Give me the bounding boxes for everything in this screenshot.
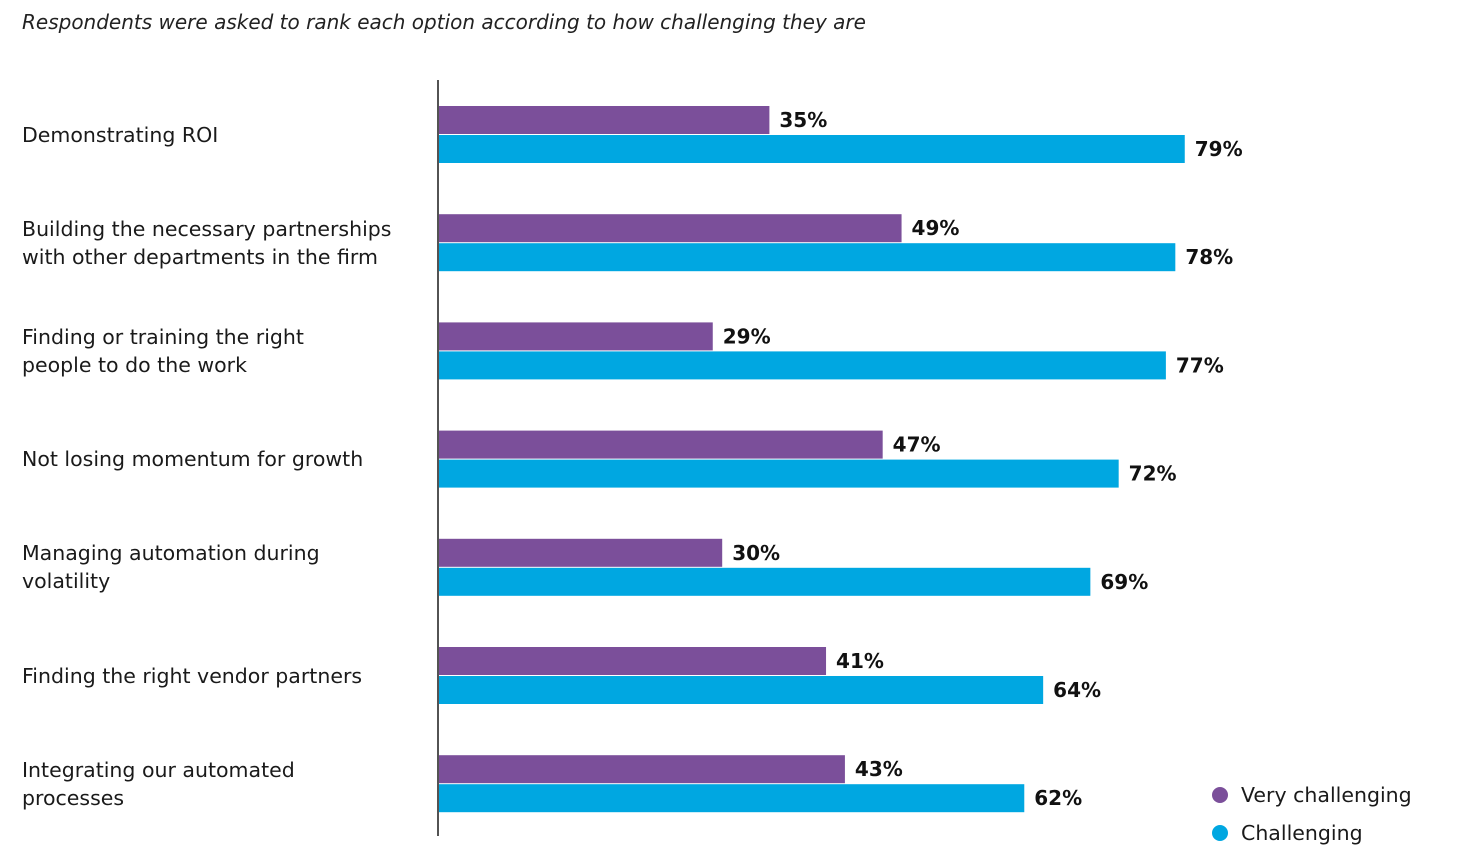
data-label: 47% bbox=[893, 433, 941, 457]
bar-challenging bbox=[439, 784, 1025, 813]
category-label: Demonstrating ROI bbox=[22, 121, 422, 149]
legend-label-very-challenging: Very challenging bbox=[1241, 783, 1412, 807]
data-label: 64% bbox=[1053, 678, 1101, 702]
data-label: 69% bbox=[1100, 570, 1148, 594]
data-label: 72% bbox=[1129, 462, 1177, 486]
category-label-line: with other departments in the firm bbox=[22, 244, 378, 269]
category-label: Managing automation during volatility bbox=[22, 539, 422, 595]
bar-challenging bbox=[439, 243, 1176, 272]
bar-very-challenging bbox=[439, 430, 883, 459]
category-label: Finding the right vendor partners bbox=[22, 662, 422, 690]
bar-challenging bbox=[439, 135, 1185, 163]
bar-very-challenging bbox=[439, 106, 770, 134]
legend-item-very-challenging: Very challenging bbox=[1212, 776, 1412, 814]
bar-challenging bbox=[439, 351, 1166, 380]
category-label-line: Managing automation during bbox=[22, 541, 320, 566]
bar-challenging bbox=[439, 459, 1119, 488]
bar-challenging bbox=[439, 567, 1091, 596]
category-label: Building the necessary partnerships with … bbox=[22, 215, 422, 271]
bar-group: 35% 79% 49% 78% 29% 77% 47% 72% 30% 69% 41% 64% 43% 6… bbox=[439, 106, 1243, 813]
bar-very-challenging bbox=[439, 214, 902, 243]
data-label: 41% bbox=[836, 649, 884, 673]
legend-swatch-challenging bbox=[1212, 825, 1228, 841]
category-label-line: volatility bbox=[22, 569, 111, 594]
category-label-line: Integrating our automated bbox=[22, 757, 295, 782]
data-label: 43% bbox=[855, 757, 903, 781]
bar-very-challenging bbox=[439, 322, 713, 351]
category-label: Finding or training the right people to d… bbox=[22, 323, 422, 379]
data-label: 79% bbox=[1195, 137, 1243, 161]
legend-item-challenging: Challenging bbox=[1212, 814, 1412, 852]
data-label: 49% bbox=[912, 216, 960, 240]
data-label: 35% bbox=[779, 108, 827, 132]
data-label: 30% bbox=[732, 541, 780, 565]
data-label: 62% bbox=[1034, 786, 1082, 810]
legend-swatch-very-challenging bbox=[1212, 787, 1228, 803]
legend: Very challenging Challenging bbox=[1212, 776, 1412, 852]
category-label-line: Building the necessary partnerships bbox=[22, 216, 392, 241]
bar-challenging bbox=[439, 676, 1044, 704]
data-label: 29% bbox=[723, 324, 771, 348]
category-label-line: people to do the work bbox=[22, 352, 247, 377]
bar-very-challenging bbox=[439, 538, 723, 567]
data-label: 77% bbox=[1176, 353, 1224, 377]
category-label-line: processes bbox=[22, 785, 125, 810]
category-label-line: Not losing momentum for growth bbox=[22, 447, 364, 472]
chart-subtitle: Respondents were asked to rank each opti… bbox=[22, 10, 866, 34]
legend-label-challenging: Challenging bbox=[1241, 821, 1363, 845]
category-label-line: Finding the right vendor partners bbox=[22, 663, 363, 688]
data-label: 78% bbox=[1185, 245, 1233, 269]
category-label: Not losing momentum for growth bbox=[22, 445, 422, 473]
category-label-line: Finding or training the right bbox=[22, 324, 304, 349]
bar-very-challenging bbox=[439, 755, 845, 784]
category-label-line: Demonstrating ROI bbox=[22, 122, 219, 147]
bar-very-challenging bbox=[439, 647, 827, 675]
category-label: Integrating our automated processes bbox=[22, 756, 422, 812]
